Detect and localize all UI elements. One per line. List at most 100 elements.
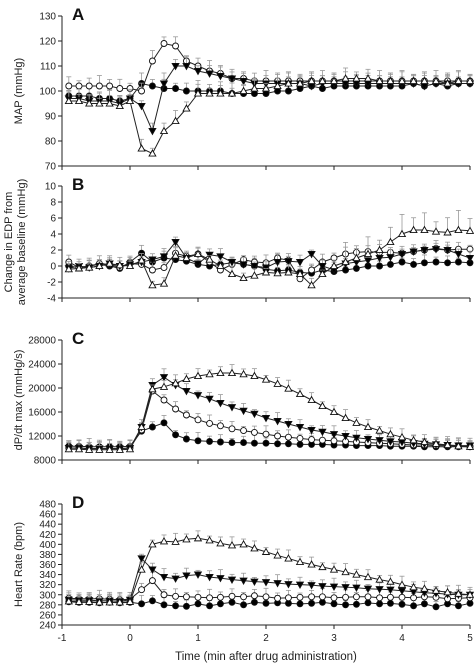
data-point [284,79,293,87]
data-point [205,535,214,544]
series-open-triangle-up [64,364,474,453]
data-point [284,581,293,589]
data-point [284,554,293,562]
data-point [95,445,104,453]
data-point [273,81,282,90]
data-point [261,579,271,587]
data-point [352,600,360,608]
data-point [262,439,270,447]
data-point [330,600,338,608]
data-point [205,574,214,582]
y-tick-label: 360 [39,560,56,571]
data-point [74,96,84,105]
data-point [329,583,339,591]
data-point [194,416,202,424]
y-tick-label: 110 [40,62,56,73]
chart-panel-b: -4 -2 0 2 4 6 8 10 Change in EDP from average bas… [3,175,474,305]
data-point [341,567,350,576]
data-point [330,437,338,445]
data-point [274,432,282,440]
data-point [172,85,180,92]
data-point [172,405,180,413]
y-tick-label: 80 [45,137,57,148]
data-point [182,62,191,71]
data-point [273,258,282,267]
y-axis-title: Change in EDP from [3,192,15,293]
data-point [85,82,93,90]
y-tick-label: 280 [39,600,56,611]
y-tick-label: 320 [39,580,56,591]
data-point [250,578,259,586]
data-point [273,268,282,277]
data-point [171,537,180,545]
y-tick-label: 260 [39,610,56,621]
data-point [182,87,190,95]
data-point [240,593,248,601]
y-tick-label: 2 [50,246,56,257]
data-point [216,422,224,430]
data-point [284,594,292,602]
data-point [227,89,237,97]
data-point [409,76,418,85]
data-point [250,262,259,271]
chart-panel-a: 70 80 90 100 110 120 130 MAP (mmHg) A [13,5,474,173]
data-point [341,74,350,82]
data-point [137,555,146,563]
data-point [148,280,157,289]
data-point [386,76,395,85]
data-point [352,253,361,262]
y-tick-label: 240 [39,621,56,632]
data-point [431,227,441,235]
data-point [116,85,124,92]
data-point [454,250,463,259]
data-point [172,431,180,439]
panel-label: B [72,175,84,194]
data-point [318,583,327,591]
data-point [250,410,259,419]
y-tick-label: 120 [39,37,56,48]
data-point [95,597,104,606]
data-point [171,62,180,71]
data-point [193,249,203,258]
data-point [115,101,124,110]
data-point [262,593,270,601]
data-point [240,427,248,435]
data-point [239,577,248,585]
data-point [74,264,84,272]
data-point [329,76,339,85]
data-point [227,258,237,267]
data-point [148,127,157,136]
data-point [250,271,259,279]
data-point [274,440,282,448]
data-point [262,430,270,438]
panel-label: D [72,493,84,512]
data-point [397,432,407,441]
data-point [160,591,168,599]
data-point [172,602,180,610]
data-point [205,369,214,378]
data-point [261,84,271,92]
data-point [295,581,305,589]
data-point [261,547,271,555]
data-point [274,594,282,602]
data-point [227,368,237,377]
y-tick-label: 300 [39,590,56,601]
data-point [363,74,373,82]
data-point [171,575,180,583]
data-point [160,396,168,404]
data-point [386,237,395,246]
data-point [148,256,157,264]
data-point [352,418,361,426]
data-point [431,586,441,594]
data-point [296,593,304,601]
data-point [386,254,395,262]
data-point [465,226,474,234]
data-point [205,255,214,263]
data-point [138,586,146,594]
data-point [398,258,406,266]
data-point [318,76,327,85]
x-tick-label: 2 [263,633,269,644]
data-point [148,82,156,90]
data-point [159,253,169,261]
